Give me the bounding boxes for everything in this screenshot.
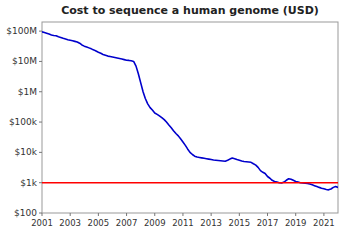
chart-container: Cost to sequence a human genome (USD) $10… bbox=[0, 0, 350, 233]
x-tick-label: 2013 bbox=[200, 218, 222, 228]
plot-area bbox=[42, 32, 338, 190]
x-tick bbox=[323, 213, 324, 216]
reference-line bbox=[42, 182, 338, 184]
x-tick-label: 2021 bbox=[313, 218, 335, 228]
x-tick bbox=[267, 213, 268, 216]
x-tick bbox=[211, 213, 212, 216]
y-tick-label: $1M bbox=[18, 87, 37, 97]
x-tick-label: 2009 bbox=[144, 218, 166, 228]
x-tick-label: 2003 bbox=[59, 218, 81, 228]
y-tick bbox=[39, 61, 42, 62]
x-tick-label: 2017 bbox=[257, 218, 279, 228]
y-tick-label: $10M bbox=[12, 56, 37, 66]
y-tick bbox=[39, 152, 42, 153]
y-axis: $100 $1k $10k $100k $1M $10M $100M bbox=[6, 26, 42, 218]
plot-frame bbox=[42, 22, 338, 213]
y-tick bbox=[39, 91, 42, 92]
x-tick-label: 2011 bbox=[172, 218, 194, 228]
line bbox=[42, 32, 338, 190]
x-tick bbox=[239, 213, 240, 216]
y-tick-label: $10k bbox=[15, 147, 38, 157]
x-tick-label: 2015 bbox=[229, 218, 251, 228]
x-tick-label: 2001 bbox=[31, 218, 53, 228]
x-tick-label: 2019 bbox=[285, 218, 307, 228]
y-tick-label: $100 bbox=[14, 208, 37, 218]
x-axis: 2001 2003 2005 2007 2009 2011 2013 2015 2017 2019… bbox=[31, 213, 335, 228]
y-tick-label: $100k bbox=[9, 117, 38, 127]
x-tick-label: 2005 bbox=[88, 218, 110, 228]
x-tick bbox=[98, 213, 99, 216]
title: Cost to sequence a human genome (USD) bbox=[61, 4, 319, 17]
x-tick bbox=[42, 213, 43, 216]
y-tick-label: $1k bbox=[20, 178, 37, 188]
x-tick bbox=[182, 213, 183, 216]
y-tick bbox=[39, 122, 42, 123]
x-tick bbox=[70, 213, 71, 216]
x-tick bbox=[295, 213, 296, 216]
y-tick bbox=[39, 31, 42, 32]
chart: Cost to sequence a human genome (USD) $10… bbox=[0, 0, 350, 233]
y-tick-label: $100M bbox=[6, 26, 37, 36]
y-tick bbox=[39, 182, 42, 183]
x-tick-label: 2007 bbox=[116, 218, 138, 228]
x-tick bbox=[154, 213, 155, 216]
x-tick bbox=[126, 213, 127, 216]
